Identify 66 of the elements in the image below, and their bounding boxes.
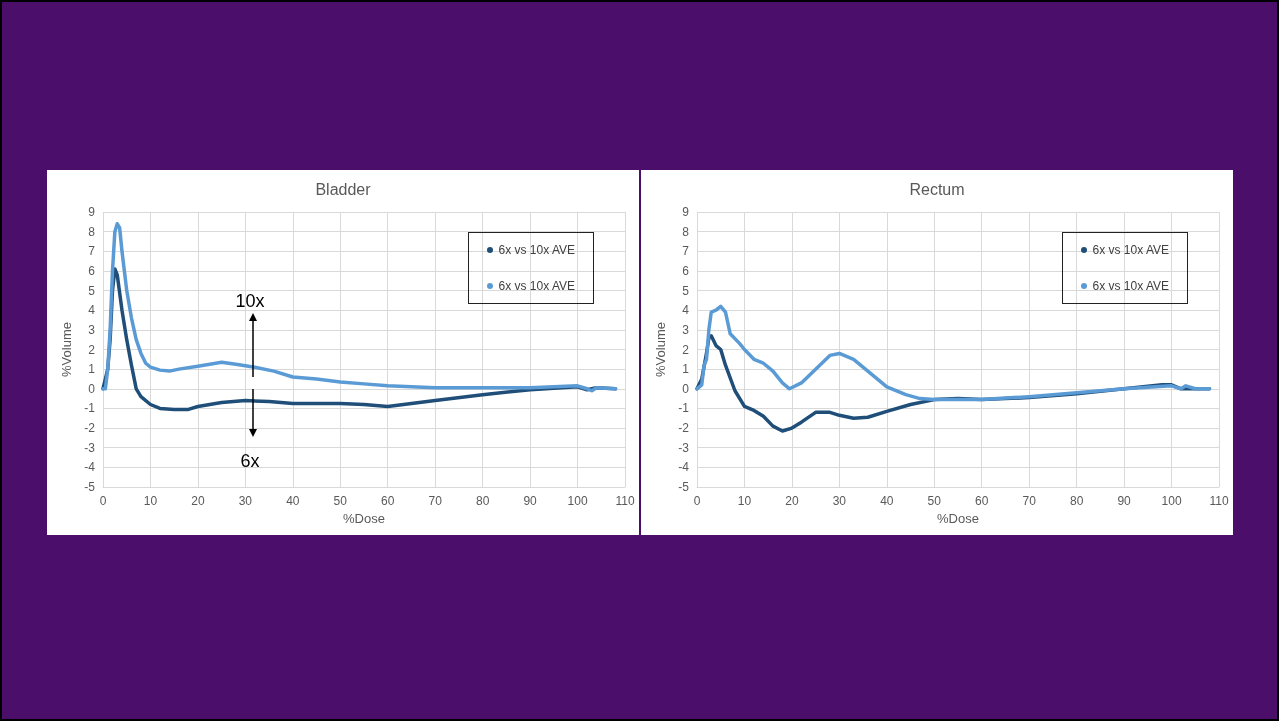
y-tick-label: 5 bbox=[88, 283, 96, 298]
y-tick-label: -3 bbox=[678, 440, 690, 455]
x-tick-label: 0 bbox=[693, 494, 701, 508]
y-tick-label: -5 bbox=[84, 480, 96, 494]
x-tick-label: 100 bbox=[1161, 494, 1182, 508]
legend-label: 6x vs 10x AVE bbox=[1092, 279, 1169, 293]
x-tick-label: 90 bbox=[523, 494, 538, 508]
x-tick-label: 90 bbox=[1117, 494, 1132, 508]
x-tick-label: 10 bbox=[737, 494, 752, 508]
y-tick-label: 5 bbox=[682, 283, 690, 298]
x-tick-label: 40 bbox=[286, 494, 300, 508]
y-tick-label: -1 bbox=[84, 401, 96, 416]
x-tick-label: 60 bbox=[381, 494, 395, 508]
y-tick-label: -3 bbox=[84, 440, 96, 455]
x-tick-label: 110 bbox=[615, 494, 635, 508]
y-tick-label: 9 bbox=[88, 205, 96, 219]
x-axis-title: %Dose bbox=[937, 510, 979, 526]
x-tick-label: 70 bbox=[1022, 494, 1037, 508]
annotation: 6x bbox=[240, 450, 260, 471]
y-tick-label: 9 bbox=[682, 205, 690, 219]
y-tick-label: 6 bbox=[682, 263, 690, 278]
x-tick-label: 50 bbox=[333, 494, 348, 508]
y-tick-label: 8 bbox=[88, 224, 96, 239]
y-tick-label: 1 bbox=[682, 362, 690, 377]
x-tick-label: 60 bbox=[975, 494, 989, 508]
y-tick-label: 4 bbox=[682, 303, 690, 318]
y-tick-label: 8 bbox=[682, 224, 690, 239]
x-tick-label: 70 bbox=[428, 494, 443, 508]
x-tick-label: 10 bbox=[143, 494, 158, 508]
y-tick-label: 1 bbox=[88, 362, 96, 377]
y-tick-label: 7 bbox=[682, 244, 690, 259]
y-tick-label: 0 bbox=[88, 381, 96, 396]
y-tick-label: 2 bbox=[682, 342, 690, 357]
y-tick-label: -2 bbox=[84, 421, 96, 436]
y-axis-title: %Volume bbox=[653, 322, 669, 377]
y-tick-label: 4 bbox=[88, 303, 96, 318]
x-tick-label: 100 bbox=[567, 494, 588, 508]
y-tick-label: -4 bbox=[678, 460, 690, 475]
legend-label: 6x vs 10x AVE bbox=[498, 279, 575, 293]
x-tick-label: 50 bbox=[927, 494, 942, 508]
y-tick-label: -1 bbox=[678, 401, 690, 416]
y-tick-label: 7 bbox=[88, 244, 96, 259]
y-axis-title: %Volume bbox=[59, 322, 75, 377]
legend-label: 6x vs 10x AVE bbox=[1092, 243, 1169, 257]
x-tick-label: 80 bbox=[475, 494, 490, 508]
y-tick-label: 3 bbox=[88, 322, 96, 337]
y-tick-label: -2 bbox=[678, 421, 690, 436]
legend-label: 6x vs 10x AVE bbox=[498, 243, 575, 257]
x-tick-label: 30 bbox=[238, 494, 253, 508]
y-tick-label: -5 bbox=[678, 480, 690, 494]
x-tick-label: 0 bbox=[99, 494, 107, 508]
x-tick-label: 30 bbox=[832, 494, 847, 508]
x-tick-label: 110 bbox=[1209, 494, 1229, 508]
y-tick-label: 3 bbox=[682, 322, 690, 337]
x-tick-label: 40 bbox=[880, 494, 894, 508]
x-axis-title: %Dose bbox=[343, 510, 385, 526]
x-tick-label: 20 bbox=[191, 494, 205, 508]
chart-title: Bladder bbox=[315, 180, 372, 198]
x-tick-label: 20 bbox=[785, 494, 799, 508]
x-tick-label: 80 bbox=[1069, 494, 1084, 508]
y-tick-label: 6 bbox=[88, 263, 96, 278]
y-tick-label: 0 bbox=[682, 381, 690, 396]
y-tick-label: 2 bbox=[88, 342, 96, 357]
y-tick-label: -4 bbox=[84, 460, 96, 475]
chart-title: Rectum bbox=[909, 180, 965, 198]
annotation: 10x bbox=[235, 291, 265, 312]
